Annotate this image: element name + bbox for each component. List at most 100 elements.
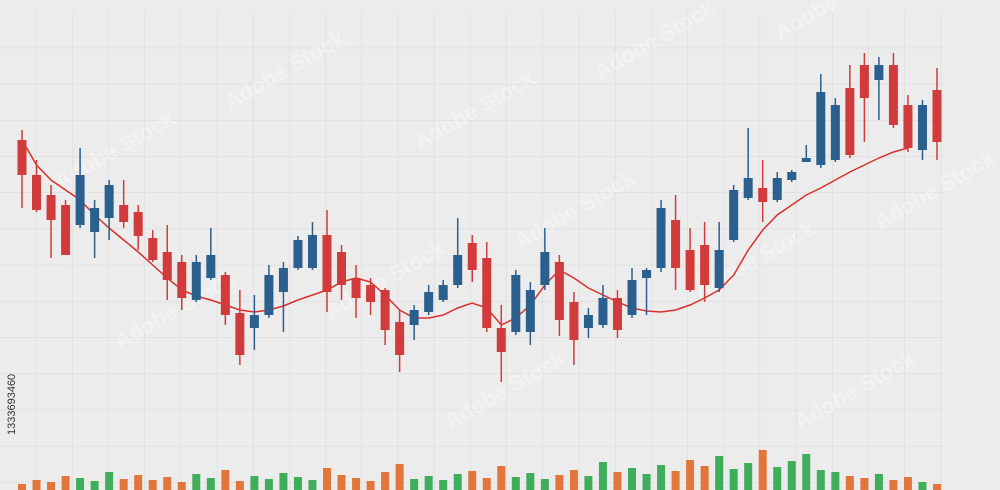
volume-bar	[773, 467, 782, 490]
volume-bar	[540, 479, 549, 490]
volume-bar	[497, 466, 506, 490]
candle-body	[90, 208, 100, 232]
volume-bar	[918, 482, 927, 490]
volume-bar	[715, 456, 724, 490]
candle-body	[191, 262, 201, 300]
volume-bar	[555, 475, 564, 490]
candle-body	[104, 185, 114, 218]
volume-bar	[337, 475, 346, 490]
volume-bar	[569, 470, 578, 490]
volume-bar	[874, 474, 883, 490]
candle-body	[380, 290, 390, 330]
volume-bar	[657, 465, 666, 490]
candle-body	[177, 262, 187, 298]
volume-bar	[148, 480, 157, 490]
candle-body	[801, 158, 811, 162]
volume-bar	[264, 479, 273, 490]
candle-body	[264, 275, 274, 315]
candle-body	[729, 190, 739, 240]
volume-bar	[76, 478, 85, 490]
candle-body	[656, 208, 666, 268]
candle-body	[133, 212, 143, 236]
candle-body	[859, 65, 869, 98]
volume-bar	[628, 468, 636, 490]
volume-bar	[468, 471, 477, 490]
volume-bar	[613, 472, 622, 490]
volume-bar	[787, 461, 796, 490]
candle-body	[554, 262, 564, 320]
candle-body	[220, 275, 230, 315]
volume-bar	[163, 477, 172, 490]
candle-body	[627, 280, 637, 315]
candle-body	[278, 268, 288, 292]
candle-body	[540, 252, 550, 285]
volume-bar	[293, 477, 302, 490]
candle-body	[322, 235, 332, 292]
volume-bar	[221, 470, 230, 490]
candle-body	[932, 90, 942, 142]
candle-body	[903, 105, 913, 148]
volume-bar	[235, 481, 244, 490]
candle-body	[438, 285, 448, 300]
volume-bar	[526, 473, 535, 490]
candle-body	[671, 220, 681, 268]
candle-body	[816, 92, 826, 165]
candle-body	[874, 65, 884, 80]
candle-body	[293, 240, 303, 268]
candle-body	[685, 250, 695, 290]
candle-body	[642, 270, 652, 278]
volume-bar	[206, 478, 215, 490]
volume-bar	[453, 474, 462, 490]
candle-body	[772, 178, 782, 200]
candle-body	[830, 105, 840, 160]
volume-bar	[598, 462, 607, 490]
candle-body	[700, 245, 710, 285]
candle-body	[307, 235, 317, 268]
candle-body	[917, 105, 927, 150]
candle-body	[75, 175, 85, 225]
volume-bar	[61, 476, 70, 490]
volume-bar	[903, 477, 912, 490]
candle-body	[17, 140, 27, 175]
candle-body	[61, 205, 71, 255]
volume-bar	[18, 484, 26, 490]
volume-bar	[831, 472, 840, 490]
volume-bar	[32, 480, 41, 490]
candle-body	[337, 252, 347, 285]
candle-body	[395, 322, 405, 355]
candle-body	[612, 298, 622, 330]
volume-bar	[933, 484, 941, 490]
candle-body	[351, 278, 361, 298]
candle-body	[496, 328, 506, 352]
candle-body	[453, 255, 463, 285]
candle-body	[366, 285, 376, 302]
candle-body	[148, 238, 158, 260]
volume-bar	[395, 464, 404, 490]
candle-body	[743, 178, 753, 198]
volume-bar	[584, 476, 593, 490]
volume-bar	[366, 481, 375, 490]
candle-body	[424, 292, 434, 312]
volume-bar	[482, 478, 491, 490]
volume-bar	[845, 476, 854, 490]
candle-body	[467, 243, 477, 270]
candle-body	[511, 275, 521, 332]
volume-bar	[686, 460, 695, 490]
volume-bar	[105, 472, 114, 490]
volume-bar	[758, 450, 767, 490]
volume-bar	[323, 468, 331, 490]
volume-bar	[90, 481, 99, 490]
image-id: 1333693460	[6, 374, 18, 435]
volume-bar	[250, 476, 259, 490]
volume-bar	[352, 478, 361, 490]
volume-bar	[642, 474, 651, 490]
volume-bar	[177, 482, 186, 490]
volume-bar	[729, 469, 738, 490]
candle-body	[598, 298, 608, 325]
volume-bar	[308, 480, 317, 490]
volume-bar	[134, 475, 143, 490]
volume-bar	[279, 473, 288, 490]
candle-body	[46, 195, 56, 220]
